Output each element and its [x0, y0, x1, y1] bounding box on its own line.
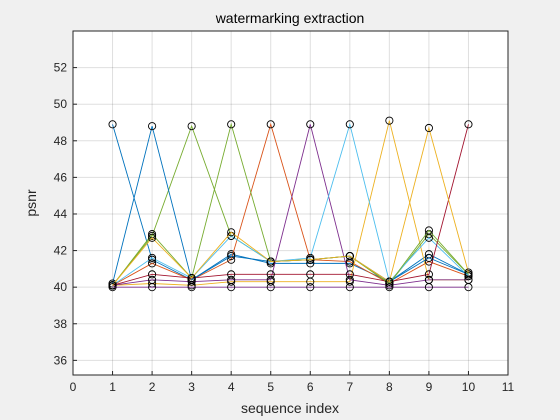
x-tick-label: 8	[386, 380, 393, 394]
data-point	[148, 270, 157, 279]
data-point	[266, 270, 275, 279]
y-tick-label: 42	[54, 244, 68, 258]
series-line	[112, 122, 469, 286]
data-point	[345, 283, 354, 292]
x-tick-label: 2	[149, 380, 156, 394]
series-line	[112, 122, 469, 286]
x-axis-ticks: 0 1 2 3 4 5 6 7 8 9 10 11	[70, 371, 515, 394]
data-point	[108, 120, 117, 129]
data-point	[148, 122, 157, 131]
data-point	[306, 255, 315, 264]
series-line	[112, 126, 469, 286]
series-line	[112, 124, 469, 283]
y-tick-label: 40	[54, 280, 68, 294]
series-group	[108, 116, 473, 292]
data-point	[227, 120, 236, 129]
data-point	[148, 283, 157, 292]
series-line	[112, 120, 469, 286]
data-point	[345, 120, 354, 129]
data-point	[424, 123, 433, 133]
data-point	[108, 283, 117, 292]
x-tick-label: 6	[307, 380, 314, 394]
y-tick-label: 50	[54, 97, 68, 111]
y-tick-label: 44	[54, 207, 68, 221]
data-point	[227, 270, 236, 279]
y-tick-label: 38	[54, 317, 68, 331]
x-tick-label: 4	[228, 380, 235, 394]
series-line	[112, 124, 469, 286]
x-tick-label: 5	[267, 380, 274, 394]
data-point	[424, 270, 433, 279]
data-point	[345, 252, 354, 261]
data-point	[385, 277, 394, 286]
y-axis-ticks: 36 38 40 42 44 46 48 50 52	[54, 61, 77, 367]
data-point	[148, 233, 157, 242]
x-tick-label: 7	[346, 380, 353, 394]
data-point	[345, 257, 354, 266]
data-point	[266, 257, 275, 266]
x-tick-label: 0	[70, 380, 77, 394]
data-point	[385, 283, 394, 292]
x-tick-label: 10	[462, 380, 476, 394]
y-tick-label: 48	[54, 134, 68, 148]
x-tick-label: 11	[502, 380, 515, 394]
data-point	[306, 270, 315, 279]
series-11	[108, 283, 473, 292]
data-point	[306, 120, 315, 129]
data-point	[306, 283, 315, 292]
data-point	[227, 283, 236, 292]
y-axis-label: psnr	[23, 189, 39, 217]
data-point	[227, 228, 236, 237]
y-tick-label: 46	[54, 170, 68, 184]
y-tick-label: 52	[54, 61, 68, 75]
data-point	[187, 122, 196, 131]
data-point	[464, 120, 473, 129]
data-point	[148, 253, 157, 262]
data-point	[464, 283, 473, 292]
data-point	[266, 283, 275, 292]
data-point	[345, 270, 354, 279]
series-line	[112, 124, 469, 286]
data-point	[385, 116, 394, 125]
chart-title: watermarking extraction	[215, 10, 365, 26]
data-point	[424, 283, 433, 292]
data-point	[227, 252, 236, 261]
data-point	[424, 226, 433, 235]
data-point	[187, 273, 196, 283]
data-point	[266, 120, 275, 129]
data-point	[187, 283, 196, 292]
x-tick-label: 3	[188, 380, 195, 394]
x-tick-label: 9	[426, 380, 433, 394]
data-point	[424, 253, 433, 262]
y-tick-label: 36	[54, 353, 68, 367]
x-tick-label: 1	[109, 380, 116, 394]
data-point	[464, 268, 473, 277]
plot-frame	[72, 30, 509, 376]
x-axis-label: sequence index	[241, 400, 339, 416]
data-point	[148, 259, 157, 268]
